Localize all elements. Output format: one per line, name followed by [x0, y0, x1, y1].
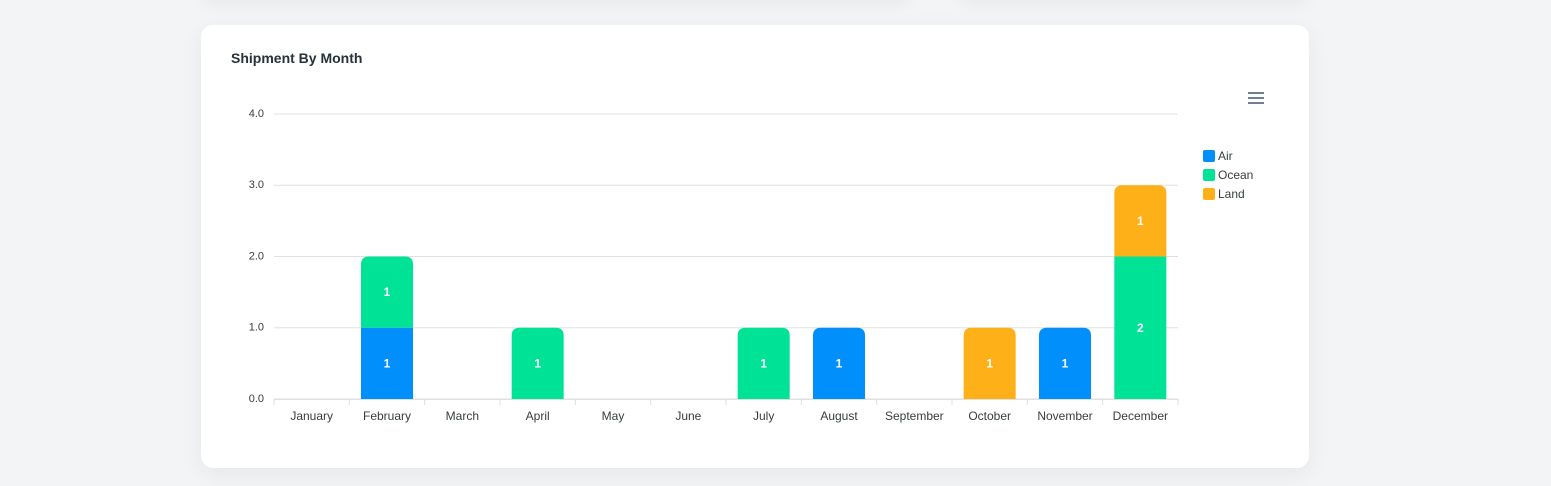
- bar-ocean: [361, 256, 413, 328]
- stacked-bar-chart: 0.0 1.0 2.0 3.0 4.0 January February March April…: [249, 108, 1179, 423]
- bar-land: [1114, 185, 1167, 257]
- chart-legend: Air Ocean Land: [1203, 146, 1253, 203]
- data-label: 1: [384, 285, 391, 299]
- x-tick-label: February: [363, 409, 411, 423]
- x-tick-label: October: [968, 409, 1011, 423]
- y-tick-label: 1.0: [249, 322, 264, 334]
- bar-ocean: [1114, 256, 1167, 399]
- legend-label: Air: [1218, 148, 1233, 163]
- x-tick-label: September: [885, 409, 944, 423]
- data-label: 1: [1137, 214, 1144, 228]
- bar-ocean: [737, 327, 790, 399]
- x-tick-label: January: [290, 409, 333, 423]
- legend-item-land[interactable]: Land: [1203, 184, 1253, 203]
- y-tick-label: 0.0: [249, 393, 264, 405]
- data-label: 1: [986, 356, 993, 370]
- data-label: 1: [384, 356, 391, 370]
- legend-label: Land: [1218, 186, 1245, 201]
- y-tick-label: 4.0: [249, 108, 264, 120]
- legend-marker: [1203, 168, 1215, 181]
- data-label: 2: [1137, 321, 1144, 335]
- bar-air: [813, 327, 865, 399]
- x-tick-label: May: [602, 409, 625, 423]
- x-tick-label: August: [820, 409, 858, 423]
- y-tick-label: 3.0: [249, 179, 264, 191]
- data-label: 1: [836, 356, 843, 370]
- bar-air: [1039, 327, 1091, 399]
- data-label: 1: [534, 356, 541, 370]
- legend-item-ocean[interactable]: Ocean: [1203, 165, 1253, 184]
- card-title: Shipment By Month: [231, 50, 363, 66]
- data-label: 1: [1062, 356, 1069, 370]
- legend-label: Ocean: [1218, 167, 1254, 182]
- data-label: 1: [760, 356, 767, 370]
- legend-marker: [1203, 149, 1215, 162]
- bar-ocean: [511, 327, 564, 399]
- x-tick-label: November: [1037, 409, 1092, 423]
- x-tick-label: March: [446, 409, 479, 423]
- shipment-chart-card: Shipment By Month 0.0 1.0 2.0 3.0 4.0 January…: [201, 25, 1309, 468]
- x-tick-label: July: [753, 409, 774, 423]
- bar-air: [361, 327, 413, 399]
- bar-land: [963, 327, 1016, 399]
- x-tick-label: June: [675, 409, 701, 423]
- x-tick-label: December: [1113, 409, 1168, 423]
- legend-item-air[interactable]: Air: [1203, 146, 1253, 165]
- y-tick-label: 2.0: [249, 250, 264, 262]
- x-tick-label: April: [526, 409, 550, 423]
- hamburger-menu-icon[interactable]: [1241, 87, 1269, 109]
- legend-marker: [1203, 187, 1215, 200]
